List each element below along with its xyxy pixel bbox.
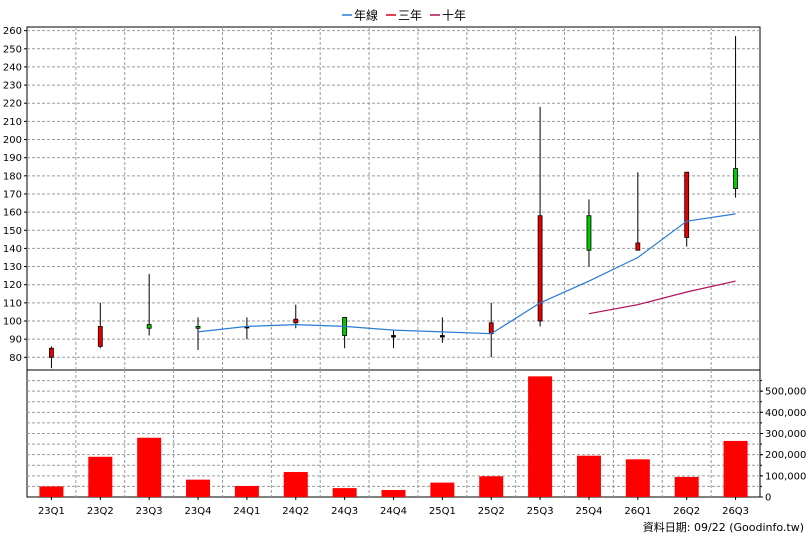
candle-body bbox=[391, 335, 396, 338]
volume-tick-label: 0 bbox=[765, 493, 771, 504]
price-plot-area bbox=[26, 26, 761, 371]
volume-bar bbox=[283, 472, 308, 497]
price-tick-label: 180 bbox=[3, 171, 22, 182]
price-tick-label: 230 bbox=[3, 81, 22, 92]
candle-body bbox=[439, 335, 445, 338]
volume-bar bbox=[234, 485, 259, 497]
volume-bar bbox=[479, 476, 504, 497]
series-line bbox=[197, 213, 736, 335]
x-tick-label: 24Q3 bbox=[331, 506, 358, 517]
x-axis: 23Q1 23Q2 23Q3 23Q4 24Q1 24Q2 24Q3 24Q4 25Q1 25Q2… bbox=[38, 497, 749, 517]
price-tick-label: 220 bbox=[3, 99, 22, 110]
price-tick-label: 260 bbox=[3, 26, 22, 37]
x-tick-label: 25Q2 bbox=[478, 506, 505, 517]
price-tick-label: 150 bbox=[3, 226, 22, 237]
x-tick-label: 26Q2 bbox=[673, 506, 700, 517]
price-tick-label: 120 bbox=[3, 280, 22, 291]
price-tick-label: 200 bbox=[3, 135, 22, 146]
x-tick-label: 26Q1 bbox=[624, 506, 651, 517]
price-tick-label: 170 bbox=[3, 189, 22, 200]
volume-bar bbox=[88, 456, 113, 497]
x-tick-label: 23Q3 bbox=[136, 506, 163, 517]
candle-body bbox=[293, 318, 299, 324]
volume-bar bbox=[430, 482, 455, 497]
x-tick-label: 24Q2 bbox=[282, 506, 309, 517]
volume-bar bbox=[674, 476, 699, 497]
candle-body bbox=[635, 242, 641, 251]
price-tick-label: 110 bbox=[3, 298, 22, 309]
price-axis: 80 90 100 110 120 130 140 150 160 170 180 190 200 210… bbox=[3, 26, 27, 364]
volume-bar bbox=[332, 488, 357, 497]
volume-bar bbox=[528, 376, 553, 497]
legend-label: 十年 bbox=[442, 9, 466, 23]
volume-bars bbox=[39, 376, 748, 497]
legend-label: 三年 bbox=[398, 9, 422, 23]
footer-source: 資料日期: 09/22 (Goodinfo.tw) bbox=[643, 520, 804, 534]
volume-bar bbox=[723, 440, 748, 497]
candle-body bbox=[488, 322, 494, 335]
volume-tick-label: 300,000 bbox=[765, 429, 806, 440]
volume-bar bbox=[625, 459, 650, 497]
x-tick-label: 23Q4 bbox=[185, 506, 212, 517]
x-tick-label: 25Q4 bbox=[575, 506, 602, 517]
volume-bar bbox=[576, 455, 601, 497]
legend: 年線 三年 十年 bbox=[342, 8, 466, 23]
price-tick-label: 250 bbox=[3, 44, 22, 55]
x-tick-label: 25Q1 bbox=[429, 506, 456, 517]
legend-label: 年線 bbox=[354, 8, 378, 23]
series-line bbox=[588, 280, 736, 315]
candle-body bbox=[146, 324, 152, 329]
x-tick-label: 25Q3 bbox=[527, 506, 554, 517]
price-tick-label: 80 bbox=[9, 353, 22, 364]
price-tick-label: 240 bbox=[3, 62, 22, 73]
price-tick-label: 160 bbox=[3, 208, 22, 219]
x-tick-label: 26Q3 bbox=[722, 506, 749, 517]
x-tick-label: 23Q2 bbox=[87, 506, 114, 517]
volume-tick-label: 200,000 bbox=[765, 450, 806, 461]
candle-body bbox=[195, 326, 201, 329]
price-tick-label: 90 bbox=[9, 335, 22, 346]
price-tick-label: 190 bbox=[3, 153, 22, 164]
candle-body bbox=[97, 326, 103, 347]
candle-body bbox=[684, 171, 690, 238]
volume-bar bbox=[39, 486, 64, 497]
candlesticks bbox=[49, 36, 738, 369]
x-tick-label: 24Q1 bbox=[233, 506, 260, 517]
volume-bar bbox=[137, 437, 162, 497]
volume-axis: 0 100,000 200,000 300,000 400,000 500,000 bbox=[760, 380, 806, 504]
price-tick-label: 130 bbox=[3, 262, 22, 273]
volume-tick-label: 500,000 bbox=[765, 387, 806, 398]
volume-bar bbox=[186, 479, 211, 497]
volume-bar bbox=[381, 490, 406, 497]
volume-tick-label: 400,000 bbox=[765, 408, 806, 419]
candle-body bbox=[586, 215, 592, 251]
x-tick-label: 23Q1 bbox=[38, 506, 65, 517]
x-tick-label: 24Q4 bbox=[380, 506, 407, 517]
price-tick-label: 100 bbox=[3, 317, 22, 328]
price-tick-label: 140 bbox=[3, 244, 22, 255]
candle-body bbox=[733, 168, 738, 189]
grid-lines bbox=[27, 27, 760, 497]
price-tick-label: 210 bbox=[3, 117, 22, 128]
candle-body bbox=[537, 215, 543, 322]
volume-tick-label: 100,000 bbox=[765, 471, 806, 482]
moving-average-lines bbox=[197, 213, 736, 335]
candle-body bbox=[49, 347, 54, 358]
